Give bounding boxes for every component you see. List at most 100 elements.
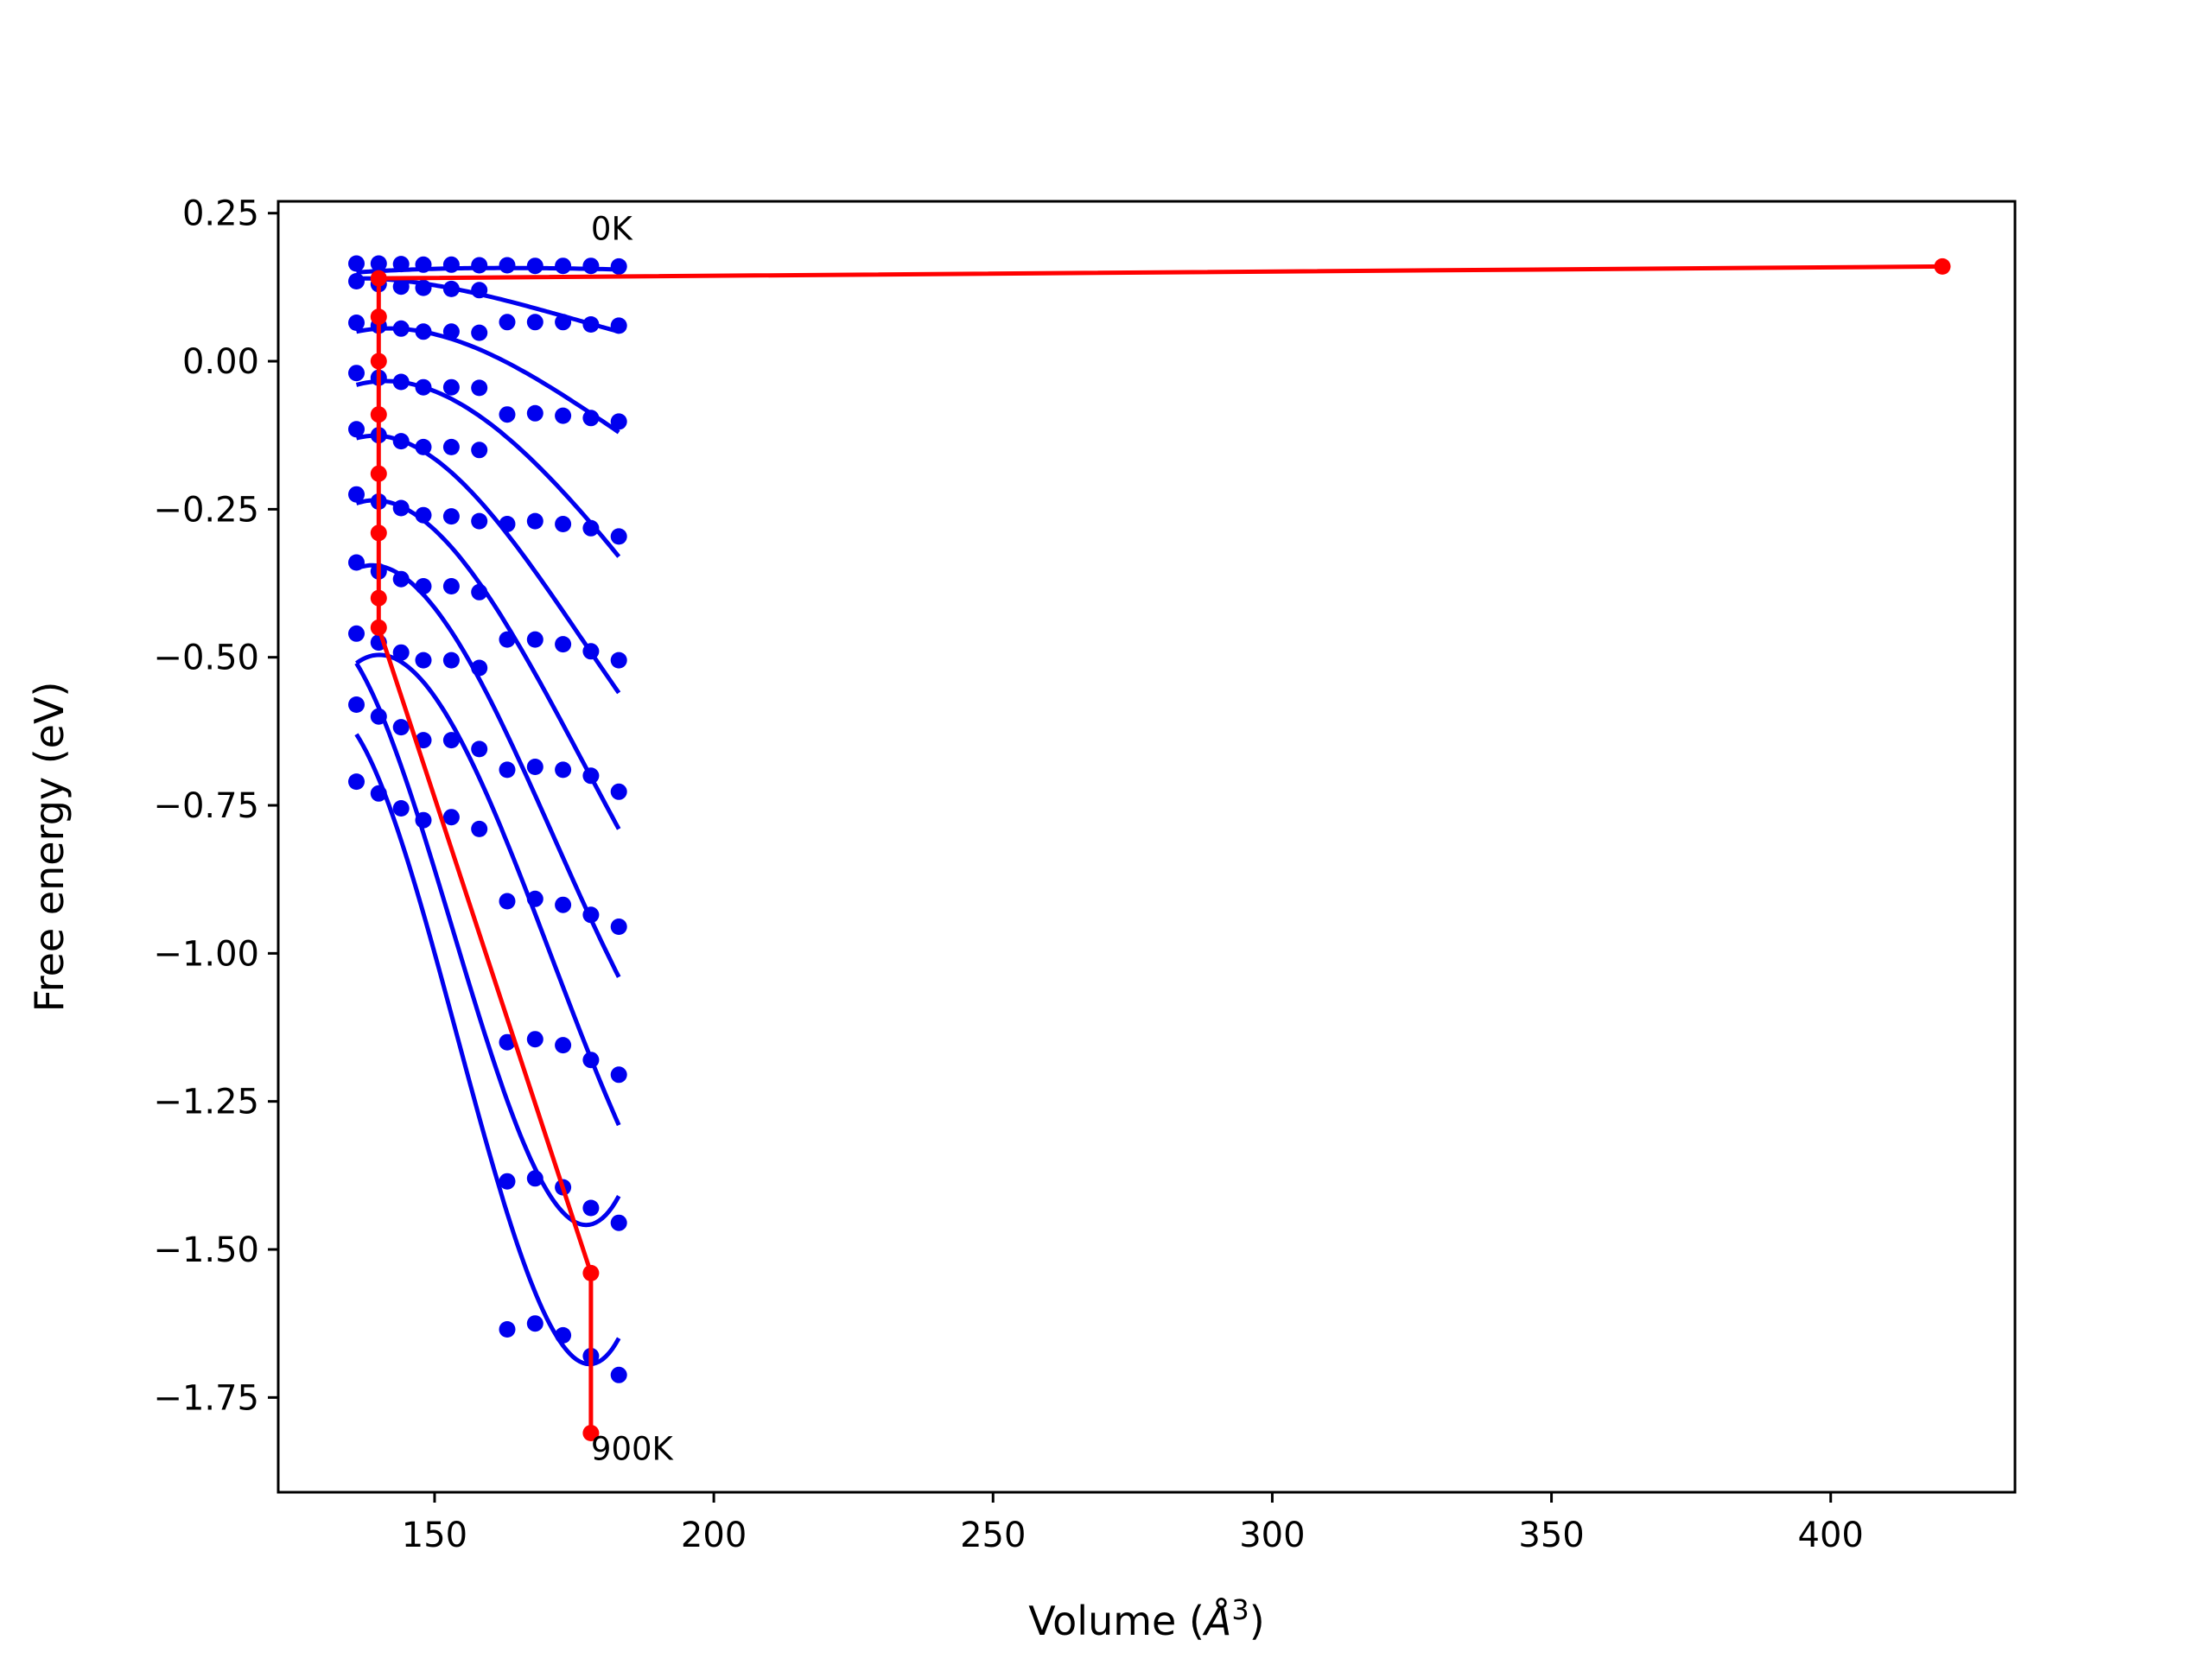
minimum-point [370,353,387,370]
data-point [610,413,627,430]
data-point [442,378,460,396]
data-point [471,282,488,299]
data-point [442,732,460,749]
data-point [526,631,543,648]
data-point [415,256,432,273]
y-tick-label: −0.75 [153,786,259,826]
data-point [610,528,627,545]
data-point [442,323,460,340]
axes-frame [276,200,2017,1494]
data-point [499,257,516,274]
x-tick-label: 400 [1798,1516,1864,1555]
data-point [555,896,572,913]
data-point [526,1315,543,1332]
data-point [610,918,627,935]
data-point [415,811,432,829]
data-point [392,499,410,517]
data-point [582,767,600,785]
data-point [415,378,432,396]
data-point [415,506,432,524]
data-point [526,512,543,530]
data-point [392,320,410,337]
data-point [526,1170,543,1187]
data-point [348,486,365,503]
minimum-point [370,406,387,423]
data-point [555,761,572,779]
data-point [442,578,460,594]
data-point [471,659,488,677]
data-point [348,773,365,791]
data-point [582,1199,600,1217]
data-point [392,373,410,391]
data-point [348,273,365,289]
x-axis-unit-base: Å [1202,1598,1231,1644]
data-point [471,583,488,601]
data-point [610,652,627,669]
data-point [499,1173,516,1190]
minimum-point [370,270,387,287]
data-point [610,1066,627,1084]
data-points [348,255,627,1383]
minimum-point [582,1425,600,1441]
data-point [499,1321,516,1338]
fit-curve-9 [354,733,621,1367]
y-tick-label: −1.75 [153,1378,259,1418]
data-point [442,652,460,669]
data-point [582,257,600,275]
x-tick-label: 350 [1518,1516,1584,1555]
data-point [392,256,410,273]
data-point [471,257,488,274]
data-point [348,625,365,642]
data-point [499,893,516,910]
annotations: 0K 900K [591,211,675,1468]
data-point [555,516,572,532]
annotation-label: 0K [591,211,634,248]
data-point [442,809,460,826]
data-point [610,257,627,275]
data-point [582,410,600,427]
y-tick-label: −0.25 [153,490,259,530]
data-point [582,519,600,537]
data-point [370,785,387,802]
data-point [392,800,410,817]
data-point [499,1033,516,1051]
data-point [392,433,410,450]
data-point [555,1037,572,1054]
data-point [526,1031,543,1048]
data-point [582,906,600,924]
data-point [471,324,488,341]
data-point [471,442,488,459]
data-point [555,314,572,331]
y-axis-label: Free energy (eV) [26,682,73,1013]
data-point [582,643,600,660]
y-tick-label: 0.00 [182,342,259,382]
data-point [582,1052,600,1069]
data-point [526,257,543,275]
data-point [610,1366,627,1383]
minimum-point [370,524,387,542]
data-point [555,257,572,275]
x-tick-label: 200 [681,1516,747,1555]
data-point [555,407,572,424]
fit-curve-7 [355,652,621,1127]
minimum-point [1934,257,1951,275]
data-point [348,554,365,571]
data-point [415,323,432,340]
annotation-label: 900K [591,1430,675,1467]
data-point [442,438,460,455]
data-point [526,404,543,422]
data-point [415,652,432,669]
data-point [471,512,488,530]
data-point [555,1326,572,1344]
minimum-point [370,619,387,636]
data-point [415,578,432,594]
data-point [526,890,543,907]
data-point [471,820,488,837]
minima-path [370,257,1951,1441]
data-point [442,280,460,297]
x-axis-label-text: Volume [1028,1598,1176,1644]
data-point [499,631,516,648]
data-point [499,406,516,423]
